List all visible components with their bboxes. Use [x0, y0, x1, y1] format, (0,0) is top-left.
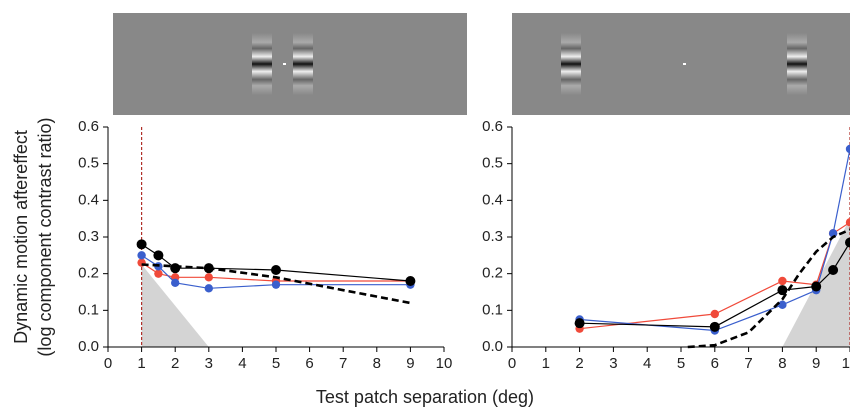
y-axis-label: (log component contrast ratio) — [35, 117, 55, 356]
gabor — [787, 33, 807, 95]
data-point — [574, 318, 585, 329]
data-point — [709, 321, 720, 332]
x-tick-label: 5 — [677, 355, 685, 372]
x-tick-label: 7 — [744, 355, 752, 372]
x-tick-label: 7 — [339, 355, 347, 372]
x-tick-label: 10 — [842, 355, 850, 372]
y-tick-label: 0.4 — [482, 191, 503, 208]
data-point — [828, 265, 839, 275]
y-tick-label: 0.4 — [78, 191, 99, 208]
data-point — [845, 144, 850, 154]
y-tick-label: 0.2 — [482, 265, 503, 282]
y-tick-label: 0.0 — [78, 338, 99, 355]
model-line — [141, 263, 411, 305]
data-point — [204, 273, 213, 282]
x-tick-label: 10 — [436, 355, 453, 372]
x-tick-label: 5 — [272, 355, 280, 372]
x-tick-label: 0 — [508, 355, 516, 372]
data-point — [171, 278, 180, 288]
x-tick-label: 2 — [575, 355, 583, 372]
data-point — [271, 280, 281, 289]
x-tick-label: 3 — [609, 355, 617, 372]
stimulus-left — [113, 13, 467, 115]
y-tick-label: 0.1 — [78, 301, 99, 318]
data-point — [136, 239, 147, 250]
data-point — [845, 237, 850, 248]
gabor — [252, 33, 272, 95]
x-tick-label: 9 — [406, 355, 414, 372]
y-tick-label: 0.5 — [78, 155, 99, 172]
y-axis-label: Dynamic motion aftereffect — [11, 130, 31, 344]
y-tick-label: 0.0 — [482, 338, 503, 355]
x-tick-label: 6 — [305, 355, 313, 372]
x-tick-label: 0 — [104, 355, 112, 372]
data-point — [405, 276, 416, 286]
shaded-region — [141, 264, 209, 347]
data-point — [154, 269, 163, 278]
x-tick-label: 1 — [137, 355, 145, 372]
y-tick-label: 0.6 — [482, 118, 503, 135]
fixation — [283, 63, 286, 65]
x-axis-label: Test patch separation (deg) — [316, 387, 534, 407]
data-point — [170, 263, 181, 274]
data-point — [811, 281, 822, 292]
data-point — [204, 284, 213, 293]
data-point — [778, 276, 787, 286]
stimulus-right — [512, 13, 850, 115]
gabor — [561, 33, 581, 95]
data-point — [153, 250, 164, 261]
gabor — [293, 33, 313, 95]
y-tick-label: 0.3 — [482, 228, 503, 245]
y-tick-label: 0.1 — [482, 301, 503, 318]
data-point — [710, 309, 719, 319]
data-point — [137, 251, 146, 260]
data-point — [845, 218, 850, 227]
x-tick-label: 1 — [542, 355, 550, 372]
x-tick-label: 3 — [205, 355, 213, 372]
x-tick-label: 4 — [643, 355, 651, 372]
series-line — [579, 242, 850, 328]
stimulus-background — [113, 13, 467, 115]
series-line — [141, 243, 411, 282]
y-tick-label: 0.5 — [482, 155, 503, 172]
x-tick-label: 8 — [778, 355, 786, 372]
y-tick-label: 0.2 — [78, 265, 99, 282]
y-tick-label: 0.3 — [78, 228, 99, 245]
x-tick-label: 8 — [373, 355, 381, 372]
series-line — [579, 148, 850, 332]
data-point — [271, 265, 281, 275]
x-tick-label: 4 — [238, 355, 246, 372]
fixation — [683, 63, 686, 65]
data-point — [777, 285, 788, 296]
x-tick-label: 9 — [812, 355, 820, 372]
y-tick-label: 0.6 — [78, 118, 99, 135]
x-tick-label: 2 — [171, 355, 179, 372]
x-tick-label: 6 — [711, 355, 719, 372]
data-point — [778, 300, 787, 310]
model-line — [687, 228, 850, 349]
